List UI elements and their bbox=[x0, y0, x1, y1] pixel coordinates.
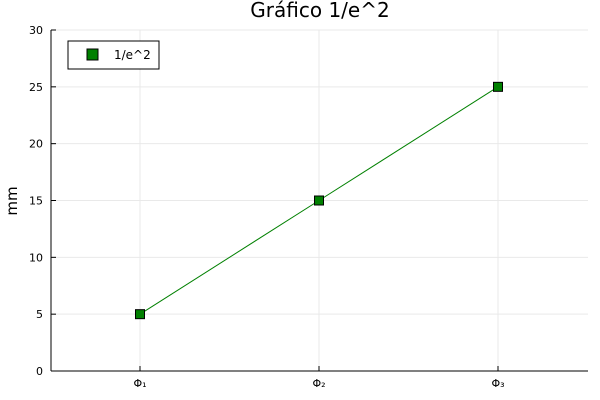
y-tick-label: 10 bbox=[29, 251, 43, 264]
y-tick-label: 0 bbox=[36, 365, 43, 378]
y-tick-label: 30 bbox=[29, 24, 43, 37]
y-tick-label: 5 bbox=[36, 308, 43, 321]
data-point bbox=[314, 195, 324, 206]
legend-marker bbox=[86, 48, 99, 61]
y-tick-label: 25 bbox=[29, 81, 43, 94]
legend-label: 1/e^2 bbox=[114, 48, 151, 62]
legend-box bbox=[67, 40, 160, 70]
y-tick-label: 20 bbox=[29, 138, 43, 151]
series bbox=[135, 81, 503, 320]
y-axis-label: mm bbox=[3, 186, 21, 215]
x-ticks: Φ₁ Φ₂ Φ₃ bbox=[133, 366, 505, 390]
y-tick-label: 15 bbox=[29, 195, 43, 208]
x-tick-label: Φ₁ bbox=[133, 377, 146, 390]
x-tick-label: Φ₂ bbox=[312, 377, 325, 390]
legend: 1/e^2 bbox=[67, 40, 160, 70]
chart-title: Gráfico 1/e^2 bbox=[250, 0, 389, 22]
y-ticks: 0 5 10 15 20 25 30 bbox=[29, 24, 56, 378]
data-point bbox=[135, 309, 145, 320]
x-tick-label: Φ₃ bbox=[491, 377, 504, 390]
data-point bbox=[493, 81, 503, 92]
